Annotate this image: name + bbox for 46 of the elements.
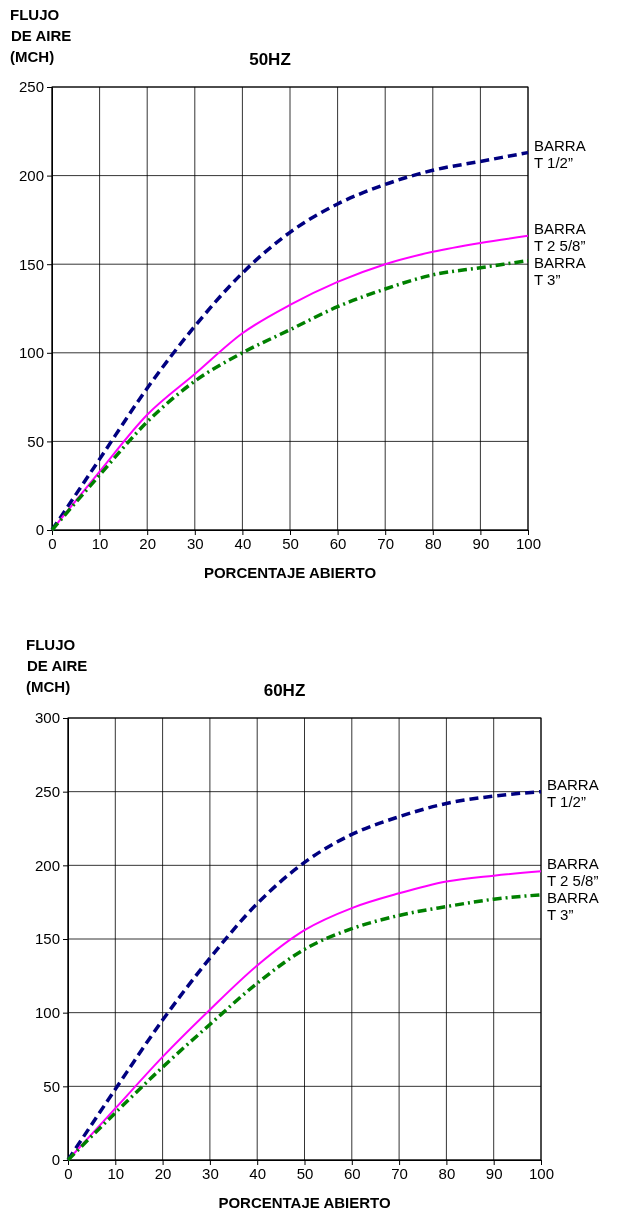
y-tick-label: 200 [34, 856, 60, 874]
y-tick-label: 250 [18, 78, 44, 96]
x-tick-label: 10 [91, 534, 109, 552]
x-tick-label: 20 [139, 534, 157, 552]
series-label: BARRA T 3” [534, 253, 586, 288]
x-tick-label: 10 [107, 1164, 125, 1182]
series-label: BARRA T 2 5/8” [534, 219, 586, 254]
series-label: BARRA T 1/2” [534, 136, 586, 171]
y-axis-title: FLUJO DE AIRE (MCH) [10, 6, 72, 65]
y-axis-title: FLUJO DE AIRE (MCH) [26, 636, 88, 695]
y-tick-label: 0 [51, 1151, 60, 1169]
x-axis-title: PORCENTAJE ABIERTO [203, 564, 377, 581]
y-tick-label: 250 [34, 782, 60, 800]
x-tick-label: 70 [377, 534, 395, 552]
series-label: BARRA T 3” [547, 889, 599, 924]
x-tick-label: 50 [296, 1164, 314, 1182]
x-tick-label: 100 [515, 534, 542, 552]
x-tick-label: 90 [472, 534, 490, 552]
series-label: BARRA T 2 5/8” [547, 855, 599, 890]
y-tick-label: 100 [34, 1003, 60, 1021]
x-tick-label: 60 [329, 534, 347, 552]
x-tick-label: 80 [424, 534, 442, 552]
chart-title: 50HZ [249, 50, 291, 69]
x-tick-label: 100 [528, 1164, 555, 1182]
y-tick-label: 100 [18, 344, 44, 362]
x-tick-label: 60 [343, 1164, 361, 1182]
x-tick-label: 80 [438, 1164, 456, 1182]
x-axis-title: PORCENTAJE ABIERTO [218, 1194, 391, 1211]
y-tick-label: 300 [34, 709, 60, 727]
y-tick-label: 50 [43, 1077, 60, 1095]
chart-title: 60HZ [263, 681, 306, 700]
x-tick-label: 30 [202, 1164, 219, 1182]
x-tick-label: 20 [154, 1164, 172, 1182]
x-tick-label: 50 [282, 534, 299, 552]
series-label: BARRA T 1/2” [547, 775, 599, 810]
x-tick-label: 40 [234, 534, 252, 552]
x-tick-label: 0 [64, 1164, 73, 1182]
x-tick-label: 70 [391, 1164, 408, 1182]
y-tick-label: 150 [34, 930, 60, 948]
y-tick-label: 200 [18, 166, 44, 184]
y-tick-label: 50 [27, 432, 44, 450]
x-tick-label: 90 [485, 1164, 503, 1182]
y-tick-label: 0 [35, 521, 44, 539]
x-tick-label: 30 [186, 534, 204, 552]
x-tick-label: 40 [249, 1164, 267, 1182]
y-tick-label: 150 [18, 255, 44, 273]
